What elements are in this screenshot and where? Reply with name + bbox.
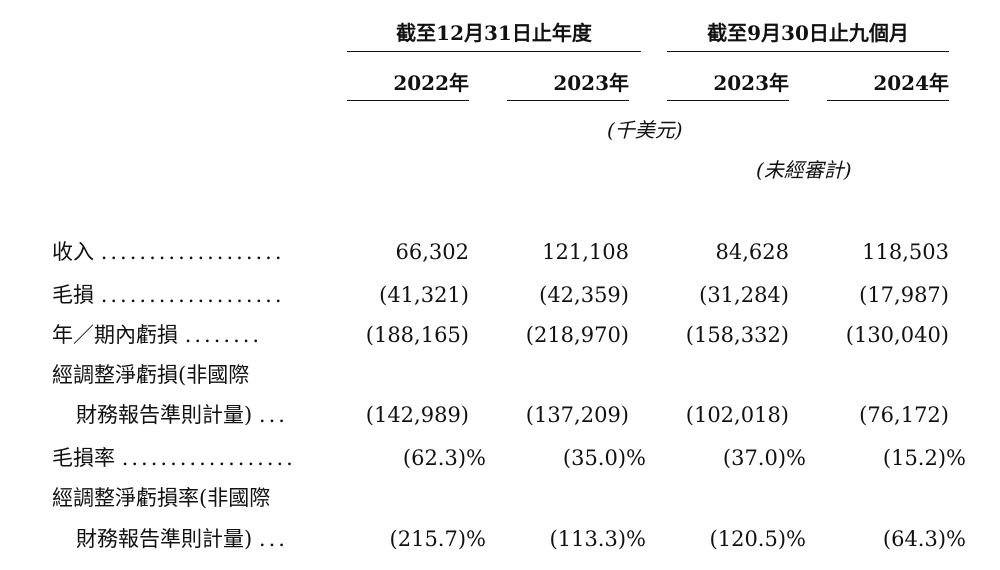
header-group-fiscal-year-rule [347, 51, 641, 52]
unit-note: (千美元) [607, 118, 683, 142]
value-2022: 66,302 [395, 240, 469, 264]
value-2023-9m: (37.0)% [722, 446, 806, 470]
value-2022: (41,321) [379, 283, 469, 307]
row-label-text: 經調整淨虧損率(非國際 [52, 486, 271, 510]
row-leader-dots: ................... [100, 240, 285, 264]
row-leader-dots: .................. [121, 446, 296, 470]
row-label-text: 收入 [52, 240, 94, 264]
value-2024: (64.3)% [882, 527, 966, 551]
value-2024: (15.2)% [882, 446, 966, 470]
value-2023-fy: (113.3)% [549, 527, 646, 551]
row-label-text: 財務報告準則計量) [76, 403, 253, 427]
value-2023-9m: (102,018) [685, 403, 789, 427]
header-group-nine-months: 截至9月30日止九個月 [707, 21, 909, 45]
row-label: 收入 ................... [52, 238, 285, 266]
table-row-adjusted-net-loss-margin-heading: 經調整淨虧損率(非國際 [0, 484, 1000, 512]
row-leader-dots: ................... [100, 283, 285, 307]
header-year-2023-9m-rule [667, 100, 789, 101]
value-2022: (188,165) [365, 323, 469, 347]
table-row-adjusted-net-loss: 財務報告準則計量) ... (142,989) (137,209) (102,0… [0, 401, 1000, 429]
value-2024: (130,040) [845, 323, 949, 347]
value-2022: (62.3)% [402, 446, 486, 470]
table-row-adjusted-net-loss-heading: 經調整淨虧損(非國際 [0, 361, 1000, 389]
header-year-2024: 2024年 [873, 71, 949, 95]
value-2024: (17,987) [859, 283, 949, 307]
row-label-text: 毛損 [52, 283, 94, 307]
row-label: 財務報告準則計量) ... [76, 525, 288, 553]
value-2024: 118,503 [862, 240, 949, 264]
header-year-2023-fy-rule [507, 100, 629, 101]
value-2023-fy: (42,359) [539, 283, 629, 307]
row-leader-dots: ... [258, 403, 288, 427]
value-2023-fy: (218,970) [525, 323, 629, 347]
row-label: 毛損 ................... [52, 281, 285, 309]
header-year-2022: 2022年 [393, 71, 469, 95]
value-2023-fy: (137,209) [525, 403, 629, 427]
table-row-gross-loss-margin: 毛損率 .................. (62.3)% (35.0)% (… [0, 444, 1000, 472]
table-row-adjusted-net-loss-margin: 財務報告準則計量) ... (215.7)% (113.3)% (120.5)%… [0, 525, 1000, 553]
row-label: 財務報告準則計量) ... [76, 401, 288, 429]
header-year-2022-rule [347, 100, 469, 101]
row-leader-dots: ........ [184, 323, 263, 347]
header-year-2023-9m: 2023年 [713, 71, 789, 95]
value-2023-fy: 121,108 [542, 240, 629, 264]
row-label-text: 財務報告準則計量) [76, 527, 253, 551]
header-group-fiscal-year: 截至12月31日止年度 [396, 21, 592, 45]
row-label: 毛損率 .................. [52, 444, 296, 472]
row-label-text: 年／期內虧損 [52, 323, 178, 347]
row-leader-dots: ... [258, 527, 288, 551]
unaudited-note: (未經審計) [756, 158, 852, 182]
row-label: 年／期內虧損 ........ [52, 321, 262, 349]
header-year-2024-rule [827, 100, 949, 101]
value-2024: (76,172) [859, 403, 949, 427]
table-row-gross-loss: 毛損 ................... (41,321) (42,359)… [0, 281, 1000, 309]
header-year-2023-fy: 2023年 [553, 71, 629, 95]
value-2023-9m: (158,332) [685, 323, 789, 347]
table-row-net-loss: 年／期內虧損 ........ (188,165) (218,970) (158… [0, 321, 1000, 349]
value-2023-fy: (35.0)% [562, 446, 646, 470]
value-2023-9m: (31,284) [699, 283, 789, 307]
row-label-text: 毛損率 [52, 446, 115, 470]
header-group-nine-months-rule [667, 51, 949, 52]
value-2023-9m: (120.5)% [709, 527, 806, 551]
value-2022: (215.7)% [389, 527, 486, 551]
row-label-text: 經調整淨虧損(非國際 [52, 363, 250, 387]
value-2022: (142,989) [365, 403, 469, 427]
value-2023-9m: 84,628 [715, 240, 789, 264]
table-row-revenue: 收入 ................... 66,302 121,108 84… [0, 238, 1000, 266]
